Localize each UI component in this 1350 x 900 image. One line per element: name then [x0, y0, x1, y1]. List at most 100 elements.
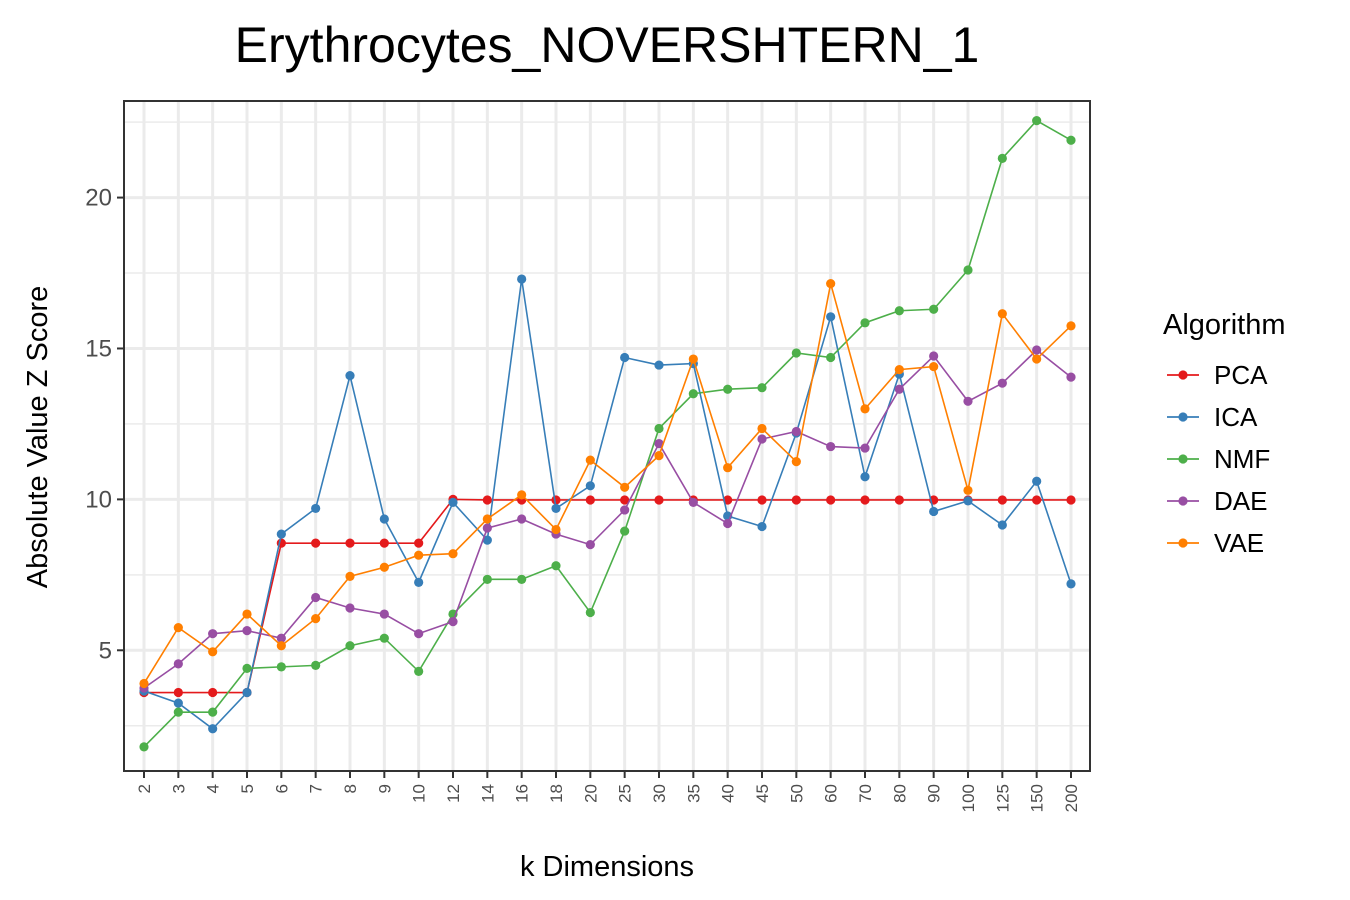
data-point-vae [242, 609, 252, 619]
data-point-nmf [826, 352, 836, 363]
data-point-vae [620, 482, 630, 492]
y-tick-label: 10 [85, 486, 112, 513]
data-point-pca [1066, 495, 1076, 505]
data-point-pca [997, 495, 1007, 505]
data-point-dae [414, 629, 424, 639]
x-tick-label: 5 [238, 784, 257, 793]
data-point-ica [997, 520, 1007, 530]
x-tick-label: 150 [1028, 784, 1047, 812]
legend-label: VAE [1214, 528, 1264, 558]
data-point-vae [139, 678, 149, 689]
data-point-nmf [757, 383, 767, 393]
legend-swatch-point [1178, 412, 1188, 422]
data-point-ica [242, 687, 252, 698]
data-point-vae [311, 613, 321, 624]
legend-swatch-point [1178, 496, 1188, 506]
data-point-ica [963, 496, 973, 506]
x-tick-label: 125 [993, 784, 1012, 812]
data-point-vae [173, 623, 183, 633]
data-point-ica [414, 577, 424, 587]
data-point-dae [997, 378, 1007, 388]
x-tick-label: 70 [856, 784, 875, 803]
data-point-pca [414, 538, 424, 548]
data-point-ica [173, 698, 183, 708]
series-vae [139, 278, 1076, 689]
y-tick-label: 5 [99, 637, 112, 664]
series-dae [139, 345, 1076, 693]
data-point-dae [208, 629, 218, 639]
data-point-pca [1032, 495, 1042, 505]
data-point-nmf [723, 384, 733, 394]
data-point-pca [620, 495, 630, 505]
x-tick-label: 45 [753, 784, 772, 803]
data-point-ica [345, 371, 355, 381]
legend-item-ica: ICA [1167, 402, 1258, 432]
data-point-vae [860, 404, 870, 414]
data-point-dae [894, 384, 904, 394]
data-point-pca [345, 538, 355, 548]
data-point-dae [620, 505, 630, 515]
data-point-nmf [414, 666, 424, 677]
data-point-vae [894, 365, 904, 375]
data-point-nmf [929, 304, 939, 314]
x-tick-label: 100 [959, 784, 978, 812]
data-point-vae [379, 562, 389, 572]
x-tick-label: 7 [307, 784, 326, 793]
x-tick-label: 200 [1062, 784, 1081, 812]
x-tick-label: 10 [410, 784, 429, 803]
data-point-pca [208, 687, 218, 698]
data-point-vae [654, 451, 664, 461]
data-point-nmf [620, 526, 630, 536]
x-tick-label: 4 [204, 784, 223, 793]
data-point-ica [379, 514, 389, 524]
legend-label: PCA [1214, 360, 1268, 390]
data-point-nmf [654, 423, 664, 434]
x-tick-label: 8 [341, 784, 360, 793]
series-layer [139, 116, 1076, 752]
data-point-pca [654, 495, 664, 505]
data-point-dae [1032, 345, 1042, 355]
x-tick-label: 12 [444, 784, 463, 803]
data-point-ica [448, 497, 458, 507]
data-point-vae [517, 490, 527, 500]
data-point-dae [723, 518, 733, 529]
data-point-vae [723, 463, 733, 473]
data-point-nmf [791, 348, 801, 358]
x-tick-label: 2 [135, 784, 154, 793]
data-point-vae [276, 641, 286, 651]
data-point-pca [173, 687, 183, 698]
data-point-dae [345, 603, 355, 613]
data-point-pca [311, 538, 321, 548]
data-point-dae [860, 443, 870, 453]
data-point-nmf [276, 662, 286, 672]
y-tick-label: 20 [85, 185, 112, 212]
data-point-dae [173, 659, 183, 669]
data-point-nmf [517, 574, 527, 584]
data-point-dae [517, 514, 527, 524]
data-point-dae [963, 396, 973, 406]
data-point-vae [791, 457, 801, 467]
data-point-ica [311, 503, 321, 514]
data-point-vae [448, 549, 458, 559]
x-tick-label: 16 [513, 784, 532, 803]
x-axis: 2 3 4 5 6 7 8 9 10 12 14 16 18 20 25 30 35 40 45 50 60 70 80 90… [135, 771, 1081, 812]
legend-item-dae: DAE [1167, 486, 1267, 516]
data-point-vae [1066, 321, 1076, 331]
series-line-nmf [143, 119, 1072, 748]
x-tick-label: 18 [547, 784, 566, 803]
data-point-dae [688, 497, 698, 507]
data-point-nmf [860, 318, 870, 328]
data-point-nmf [311, 660, 321, 670]
data-point-vae [585, 455, 595, 465]
data-point-nmf [139, 742, 149, 752]
x-tick-label: 3 [169, 784, 188, 793]
data-point-ica [1066, 579, 1076, 589]
x-tick-label: 35 [684, 784, 703, 803]
grid [124, 101, 1090, 771]
data-point-dae [311, 592, 321, 603]
data-point-vae [929, 361, 939, 372]
data-point-dae [585, 540, 595, 550]
data-point-ica [276, 529, 286, 539]
data-point-pca [585, 495, 595, 505]
